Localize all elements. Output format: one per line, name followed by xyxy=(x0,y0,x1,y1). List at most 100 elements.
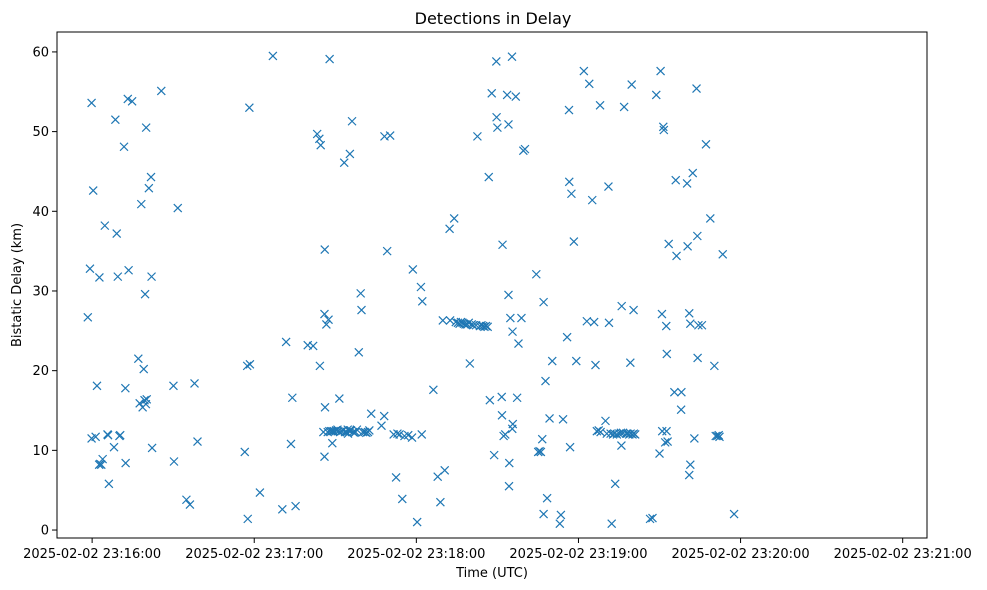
data-point xyxy=(692,84,701,94)
data-point xyxy=(393,429,402,439)
data-point xyxy=(508,327,517,337)
data-point xyxy=(498,240,507,250)
data-point xyxy=(417,296,427,306)
data-point xyxy=(564,105,574,115)
data-point xyxy=(438,316,448,325)
data-point xyxy=(123,94,133,104)
x-tick-label: 2025-02-02 23:21:00 xyxy=(834,547,972,562)
x-tick-label: 2025-02-02 23:19:00 xyxy=(509,547,647,562)
data-point xyxy=(508,419,518,429)
data-point xyxy=(325,54,335,64)
data-point xyxy=(697,320,707,330)
data-point xyxy=(672,251,681,261)
data-point xyxy=(115,430,125,440)
data-point xyxy=(320,452,329,462)
data-point xyxy=(112,229,122,239)
data-point xyxy=(146,172,156,182)
data-point xyxy=(408,265,418,274)
data-point xyxy=(352,425,362,435)
data-point xyxy=(683,241,693,251)
y-tick-label: 40 xyxy=(32,205,49,220)
plot-frame xyxy=(56,31,928,539)
data-point xyxy=(579,66,589,76)
data-point xyxy=(245,359,255,369)
data-point xyxy=(412,517,422,527)
data-point xyxy=(705,214,715,223)
data-point xyxy=(119,142,129,152)
data-point xyxy=(127,96,137,106)
data-point xyxy=(87,98,97,108)
data-point xyxy=(103,430,113,440)
data-point xyxy=(308,341,318,351)
data-point xyxy=(627,80,637,90)
data-point xyxy=(96,460,106,470)
y-axis-ticks: 0 10 20 30 40 50 60 xyxy=(32,45,57,539)
x-tick-label: 2025-02-02 23:18:00 xyxy=(347,547,485,562)
data-point xyxy=(657,309,667,319)
data-point xyxy=(286,439,296,449)
data-point xyxy=(692,231,702,241)
data-point xyxy=(685,460,695,470)
data-point xyxy=(83,312,93,322)
data-point xyxy=(630,429,640,439)
data-point xyxy=(619,102,629,112)
data-point xyxy=(664,239,674,249)
data-point xyxy=(347,116,357,126)
y-tick-label: 20 xyxy=(32,364,49,379)
data-point xyxy=(85,264,95,274)
data-point xyxy=(685,319,695,329)
data-point xyxy=(485,395,495,405)
data-point xyxy=(500,429,510,439)
data-point xyxy=(428,385,438,395)
data-point xyxy=(142,394,152,404)
data-point xyxy=(140,289,150,299)
data-point xyxy=(291,501,300,511)
data-point xyxy=(565,442,575,452)
data-point xyxy=(190,378,199,388)
data-point xyxy=(316,140,326,150)
data-point xyxy=(417,429,427,439)
data-point xyxy=(589,317,599,327)
data-point xyxy=(655,449,664,458)
data-point xyxy=(181,495,191,505)
data-point xyxy=(104,479,114,489)
data-point xyxy=(139,364,149,374)
data-point xyxy=(351,427,360,437)
data-point xyxy=(662,426,671,436)
data-point xyxy=(511,92,521,101)
data-point xyxy=(240,447,250,457)
data-point xyxy=(617,301,627,311)
data-point xyxy=(504,481,514,491)
data-point xyxy=(320,245,330,254)
data-point xyxy=(556,510,566,520)
data-point xyxy=(343,425,353,435)
data-point xyxy=(397,494,407,504)
data-point xyxy=(255,488,265,498)
data-point xyxy=(483,322,493,332)
data-point xyxy=(356,288,366,298)
data-point xyxy=(321,320,331,329)
data-point xyxy=(718,249,728,259)
data-point xyxy=(684,470,694,480)
data-point xyxy=(701,139,711,149)
data-point xyxy=(445,316,455,325)
data-point xyxy=(169,381,178,391)
data-point xyxy=(625,358,635,368)
data-point xyxy=(268,51,278,61)
data-point xyxy=(648,513,657,523)
data-point xyxy=(671,175,681,185)
x-tick-label: 2025-02-02 23:16:00 xyxy=(23,547,161,562)
y-tick-label: 30 xyxy=(32,284,49,299)
data-point xyxy=(133,354,143,364)
data-point xyxy=(558,414,568,424)
data-point xyxy=(193,437,202,447)
data-point xyxy=(542,493,552,503)
data-point xyxy=(156,86,166,96)
data-point xyxy=(689,433,699,443)
data-point xyxy=(440,465,450,475)
data-point xyxy=(569,237,579,246)
data-point xyxy=(487,88,497,98)
data-point xyxy=(688,168,698,178)
data-point xyxy=(520,144,530,154)
data-point xyxy=(354,347,364,357)
